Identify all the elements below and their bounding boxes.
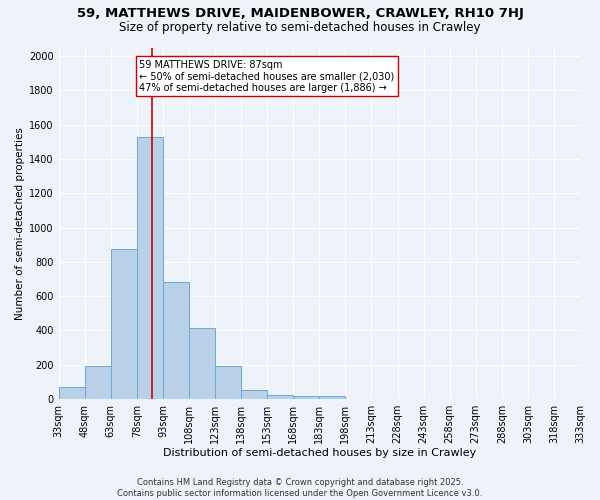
Bar: [319, 396, 346, 399]
Bar: [111, 249, 137, 399]
Bar: [59, 387, 85, 399]
Bar: [215, 366, 241, 399]
Bar: [189, 328, 215, 399]
Bar: [293, 396, 319, 399]
Text: 59, MATTHEWS DRIVE, MAIDENBOWER, CRAWLEY, RH10 7HJ: 59, MATTHEWS DRIVE, MAIDENBOWER, CRAWLEY…: [77, 8, 523, 20]
Y-axis label: Number of semi-detached properties: Number of semi-detached properties: [15, 127, 25, 320]
Bar: [85, 366, 111, 399]
X-axis label: Distribution of semi-detached houses by size in Crawley: Distribution of semi-detached houses by …: [163, 448, 476, 458]
Bar: [267, 395, 293, 399]
Text: Contains HM Land Registry data © Crown copyright and database right 2025.
Contai: Contains HM Land Registry data © Crown c…: [118, 478, 482, 498]
Bar: [163, 282, 189, 399]
Bar: [241, 390, 267, 399]
Bar: [137, 136, 163, 399]
Text: 59 MATTHEWS DRIVE: 87sqm
← 50% of semi-detached houses are smaller (2,030)
47% o: 59 MATTHEWS DRIVE: 87sqm ← 50% of semi-d…: [139, 60, 395, 93]
Text: Size of property relative to semi-detached houses in Crawley: Size of property relative to semi-detach…: [119, 21, 481, 34]
